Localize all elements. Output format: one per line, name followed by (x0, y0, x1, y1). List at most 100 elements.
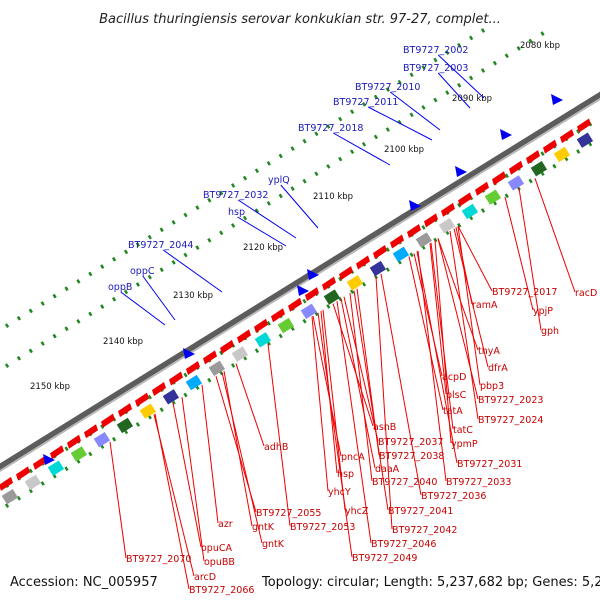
forward-gene-label: opuBB (204, 557, 235, 568)
track-dot (254, 208, 260, 214)
forward-gene-label: ypjP (533, 306, 553, 317)
forward-gene-arrow (50, 445, 64, 460)
track-dot (28, 488, 33, 494)
gene-box (461, 203, 479, 220)
accession-text: Accession: NC_005957 (10, 575, 158, 590)
forward-gene-label: pbp3 (480, 381, 504, 392)
gene-box (576, 132, 594, 148)
forward-gene-label: plsC (446, 390, 467, 401)
forward-gene-label: gph (541, 326, 559, 337)
blue-leader-line (280, 184, 319, 229)
track-dot (338, 276, 343, 282)
forward-gene-arrow (135, 392, 149, 407)
track-dot (4, 503, 10, 509)
track-dot (230, 363, 236, 368)
red-leader-line (311, 316, 329, 492)
forward-gene-label: yhcY (328, 487, 351, 498)
gene-box (93, 431, 111, 448)
red-leader-line (429, 243, 447, 395)
forward-gene-label: racD (575, 288, 597, 299)
gene-box (254, 332, 272, 348)
track-dot (576, 149, 581, 154)
gene-box (530, 161, 548, 177)
track-dot (385, 267, 390, 272)
forward-gene-arrow (203, 350, 217, 365)
forward-gene-label: BT9727_2055 (256, 508, 321, 519)
forward-gene-label: BT9727_2036 (421, 491, 486, 502)
track-dot (361, 101, 367, 107)
track-dot (183, 392, 188, 398)
track-dot (433, 57, 438, 63)
forward-gene-arrow (339, 266, 353, 281)
track-dot (314, 171, 319, 177)
red-leader-line (109, 441, 127, 559)
track-dot (28, 348, 33, 354)
blue-leader-line (367, 106, 433, 141)
track-dot (230, 183, 236, 188)
blue-leader-line (437, 72, 471, 109)
reverse-gene-label: yplQ (268, 175, 290, 186)
track-dot (254, 168, 260, 174)
track-dot (123, 289, 129, 295)
red-leader-line (434, 240, 452, 444)
track-dot (207, 237, 212, 243)
forward-gene-label: BT9727_2023 (478, 395, 543, 406)
forward-gene-arrow (220, 339, 234, 354)
reverse-gene-label: BT9727_2002 (403, 45, 468, 56)
forward-gene-label: tatA (443, 406, 463, 417)
track-dot (409, 112, 414, 118)
red-leader-line (181, 397, 205, 562)
red-leader-line (408, 256, 444, 411)
forward-gene-arrow (407, 223, 421, 238)
blue-leader-line (162, 249, 223, 293)
blue-leader-line (332, 132, 391, 166)
track-dot (64, 446, 69, 452)
gene-box (438, 218, 456, 234)
track-dot (373, 94, 379, 100)
forward-gene-label: BT9727_2066 (189, 585, 254, 596)
track-dot (504, 53, 509, 59)
track-dot (552, 163, 557, 169)
reverse-gene-arrow (43, 454, 55, 465)
forward-gene-label: tatC (453, 425, 473, 436)
track-dot (349, 149, 355, 155)
red-leader-line (353, 290, 389, 511)
track-dot (4, 363, 10, 369)
gene-box (323, 289, 341, 305)
reverse-gene-arrow (455, 166, 467, 177)
track-dot (480, 28, 486, 33)
track-dot (338, 116, 343, 122)
track-dot (457, 42, 462, 48)
forward-gene-arrow (526, 150, 540, 165)
forward-gene-label: BT9727_2037 (378, 437, 443, 448)
track-dot (230, 223, 236, 228)
track-dot (88, 311, 93, 317)
genome-backbone (0, 91, 600, 473)
track-dot (76, 319, 81, 324)
reverse-gene-label: oppC (130, 266, 155, 277)
red-leader-line (416, 251, 458, 464)
red-leader-line (430, 242, 454, 430)
forward-gene-label: gntK (252, 522, 275, 533)
gene-box (553, 146, 571, 163)
forward-gene-arrow (543, 139, 557, 154)
track-dot (397, 79, 402, 85)
track-dot (135, 242, 141, 247)
track-dot (147, 394, 152, 400)
reverse-gene-label: BT9727_2044 (128, 240, 193, 251)
blue-leader-line (389, 91, 441, 131)
gene-box (162, 389, 180, 405)
kbp-tick-label: 2090 kbp (452, 94, 492, 104)
track-dot (242, 175, 248, 181)
track-dot (159, 227, 164, 233)
forward-gene-label: BT9727_2070 (126, 554, 191, 565)
track-dot (254, 348, 260, 354)
track-dot (64, 286, 69, 292)
track-dot (16, 355, 22, 361)
forward-gene-arrow (84, 424, 98, 439)
forward-gene-arrow (441, 202, 455, 217)
track-dot (480, 68, 486, 73)
forward-gene-label: yhcZ (345, 506, 369, 517)
track-dot (135, 422, 141, 427)
track-dot (528, 178, 533, 184)
